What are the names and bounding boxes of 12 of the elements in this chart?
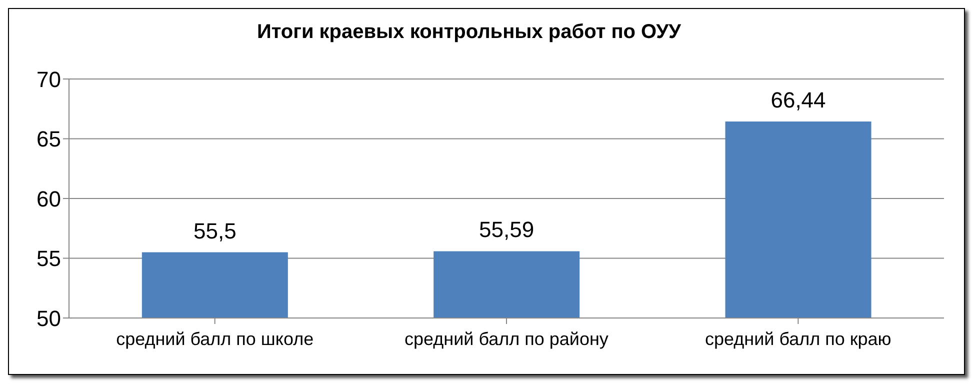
data-label: 66,44: [770, 88, 826, 113]
y-tick-label: 70: [36, 66, 61, 92]
x-tick-label: средний балл по району: [404, 328, 608, 349]
chart-title: Итоги краевых контрольных работ по ОУУ: [256, 21, 682, 44]
x-tick-label: средний балл по школе: [116, 328, 314, 349]
data-label: 55,5: [194, 218, 236, 244]
y-tick-label: 65: [36, 126, 61, 152]
y-tick-label: 60: [36, 186, 61, 212]
y-tick-label: 50: [36, 306, 61, 331]
x-tick-label: средний балл по краю: [705, 328, 892, 349]
data-label: 55,59: [479, 217, 534, 242]
y-tick-label: 55: [36, 246, 61, 272]
